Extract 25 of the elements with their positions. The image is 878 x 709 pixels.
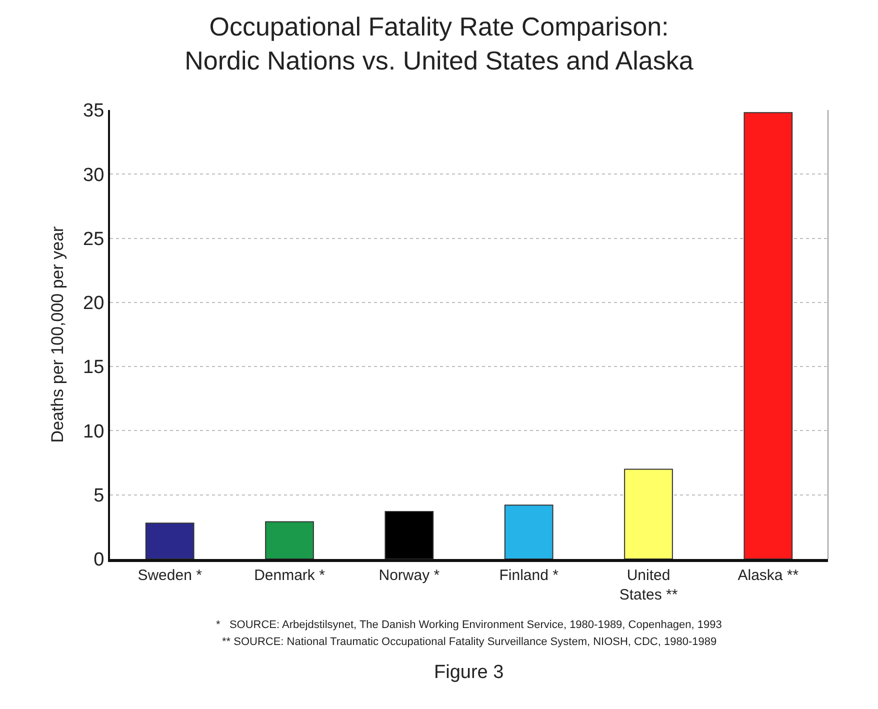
bar [145, 522, 194, 559]
x-tick-label: Sweden * [138, 567, 202, 584]
x-tick-label: Finland * [499, 567, 559, 584]
text: ** SOURCE: National Traumatic Occupational Fatality Surveillance System, NIOSH, CDC, 1980-1989 [222, 636, 717, 648]
bar [265, 521, 314, 559]
x-tick-label: United States ** [619, 567, 678, 604]
y-tick-label: 35 [83, 100, 104, 122]
x-tick-label: Norway * [378, 567, 440, 584]
y-axis-title: Deaths per 100,000 per year [48, 226, 68, 443]
y-tick-label: 30 [83, 164, 104, 186]
chart-title: Occupational Fatality Rate Comparison: Nordic Nations vs. United States and Alaska [184, 11, 694, 76]
bar [504, 504, 554, 559]
bar [624, 468, 673, 559]
y-tick-label: 5 [94, 486, 104, 507]
y-tick-label: 15 [83, 357, 104, 378]
bar [384, 511, 434, 559]
x-tick-label: Denmark * [254, 567, 326, 584]
y-tick-label: 10 [83, 421, 104, 442]
y-tick-label: 25 [83, 228, 104, 250]
y-tick-label: 0 [94, 550, 104, 571]
x-tick-label: Alaska ** [738, 567, 799, 584]
caption: Figure 3 [434, 662, 504, 683]
y-tick-label: 20 [83, 293, 104, 314]
bar [744, 112, 793, 559]
text: * SOURCE: Arbejdstilsynet, The Danish Working Environment Service, 1980-1989, Copenhagen, 1993 [216, 619, 722, 631]
